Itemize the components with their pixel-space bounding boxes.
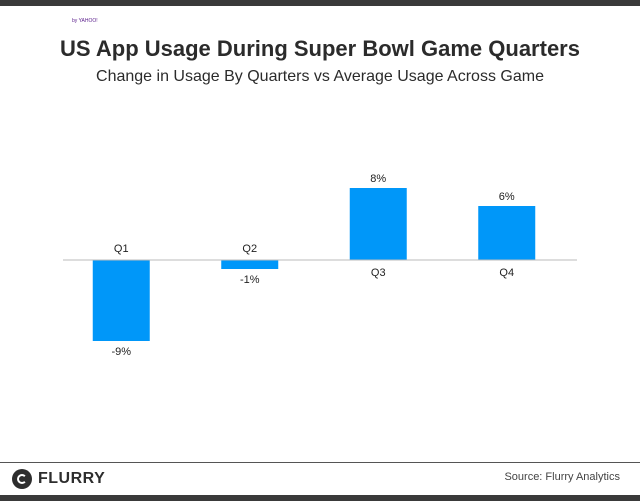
logo-wordmark: FLURRY xyxy=(38,470,106,487)
bar-q2 xyxy=(221,260,279,269)
category-label: Q2 xyxy=(242,243,257,255)
category-label: Q3 xyxy=(371,267,386,279)
flurry-logo-icon xyxy=(12,469,32,489)
category-label: Q4 xyxy=(499,267,514,279)
category-label: Q1 xyxy=(114,243,129,255)
value-label: -1% xyxy=(240,274,260,286)
value-label: -9% xyxy=(111,346,131,358)
chart-title: US App Usage During Super Bowl Game Quar… xyxy=(60,36,580,61)
source-note: Source: Flurry Analytics xyxy=(504,471,620,483)
chart-subtitle: Change in Usage By Quarters vs Average U… xyxy=(96,68,544,85)
logo-subtext: by YAHOO! xyxy=(72,18,98,24)
bar-q4 xyxy=(478,206,536,260)
bar-q1 xyxy=(92,260,150,341)
footer-divider xyxy=(0,462,640,463)
value-label: 8% xyxy=(370,173,386,185)
flurry-logo: FLURRY xyxy=(12,467,105,491)
bar-q3 xyxy=(349,188,407,260)
value-label: 6% xyxy=(499,191,515,203)
